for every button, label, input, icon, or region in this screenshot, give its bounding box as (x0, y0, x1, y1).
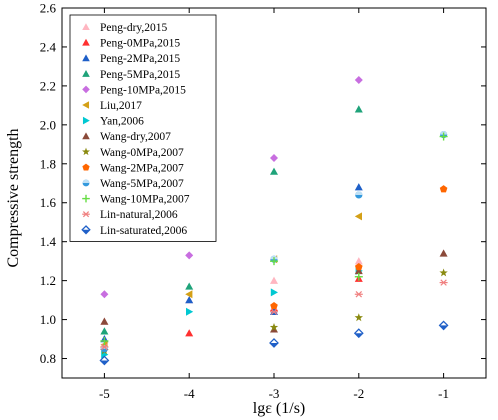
data-point (353, 328, 364, 339)
data-point (354, 105, 363, 113)
data-point (185, 290, 193, 299)
data-point (355, 191, 363, 199)
x-tick-label: -2 (353, 386, 364, 401)
data-point (100, 327, 109, 335)
legend-marker (82, 70, 90, 77)
axis-ticks: -5 -4 -3 -2 -1 0.8 1.0 1.2 1.4 1.6 1.8 2.0 2.2 2.4 2.6 (40, 1, 486, 401)
x-tick-label: -4 (184, 386, 195, 401)
data-point (354, 183, 363, 191)
y-tick-label: 2.6 (40, 1, 57, 16)
legend-marker (82, 38, 90, 46)
data-point (270, 167, 278, 175)
legend-label: Wang-2MPa,2007 (100, 162, 184, 174)
data-point (439, 279, 448, 286)
data-point (354, 313, 363, 322)
data-point (185, 329, 194, 337)
legend-marker (82, 147, 90, 156)
data-point (354, 291, 363, 298)
legend-marker (82, 179, 90, 187)
data-point (354, 263, 363, 271)
legend-marker (82, 132, 90, 140)
legend-label: Wang-10MPa,2007 (100, 194, 190, 206)
data-point (438, 320, 449, 331)
y-tick-label: 1.8 (40, 156, 56, 171)
legend-label: Wang-dry,2007 (100, 131, 171, 143)
legend-label: Lin-saturated,2006 (100, 225, 187, 237)
y-tick-label: 2.4 (40, 39, 57, 54)
legend-label: Lin-natural,2006 (100, 209, 178, 221)
data-point (185, 251, 194, 260)
legend-label: Yan,2006 (100, 116, 144, 128)
y-tick-label: 1.6 (40, 195, 57, 210)
legend-label: Peng-5MPa,2015 (100, 69, 180, 81)
data-point (100, 317, 109, 325)
legend-marker (82, 194, 90, 203)
data-point (100, 290, 109, 299)
data-point (186, 307, 194, 316)
data-point (270, 288, 278, 297)
data-point (354, 76, 363, 85)
legend-label: Liu,2017 (100, 100, 142, 112)
data-point (270, 153, 278, 162)
legend-marker (82, 23, 90, 31)
legend-label: Peng-10MPa,2015 (100, 84, 186, 96)
x-axis-title: lgε (1/s) (253, 400, 306, 417)
data-point (270, 301, 278, 310)
data-points (99, 76, 449, 366)
legend-marker (82, 163, 90, 171)
data-point (354, 266, 363, 275)
legend-label: Wang-0MPa,2007 (100, 147, 184, 159)
y-axis-title: Compressive strength (5, 128, 22, 267)
legend-box (69, 14, 217, 242)
y-tick-label: 2.0 (40, 117, 56, 132)
data-point (100, 337, 109, 345)
data-point (439, 185, 448, 193)
data-point (269, 322, 279, 331)
legend-marker (82, 54, 90, 62)
y-tick-label: 1.4 (40, 234, 57, 249)
legend-label: Wang-5MPa,2007 (100, 178, 184, 190)
x-tick-label: -1 (438, 386, 449, 401)
data-point (439, 249, 448, 257)
data-point (100, 343, 109, 351)
data-point (354, 212, 362, 221)
data-point (270, 257, 278, 266)
data-point (439, 132, 448, 141)
data-point (185, 296, 194, 304)
y-tick-label: 1.0 (40, 312, 56, 327)
y-tick-label: 2.2 (40, 78, 56, 93)
data-point (439, 268, 448, 277)
legend-marker (82, 101, 90, 109)
y-tick-label: 0.8 (40, 351, 56, 366)
legend-label: Peng-0MPa,2015 (100, 38, 180, 50)
legend-marker (82, 211, 90, 218)
x-tick-label: -5 (99, 386, 110, 401)
legend-marker (82, 116, 90, 125)
x-tick-label: -3 (269, 386, 280, 401)
data-point (270, 276, 278, 284)
legend-marker (81, 225, 91, 235)
legend-label: Peng-2MPa,2015 (100, 53, 180, 65)
legend-label: Peng-dry,2015 (100, 22, 168, 34)
data-point (269, 338, 279, 348)
legend: Peng-dry,2015 Peng-0MPa,2015 Peng-2MPa,201… (69, 14, 217, 242)
data-point (354, 272, 363, 281)
data-point (185, 282, 194, 290)
data-point (99, 355, 110, 366)
data-point (354, 257, 363, 265)
y-tick-label: 1.2 (40, 273, 56, 288)
legend-marker (82, 85, 90, 94)
data-point (270, 308, 278, 316)
